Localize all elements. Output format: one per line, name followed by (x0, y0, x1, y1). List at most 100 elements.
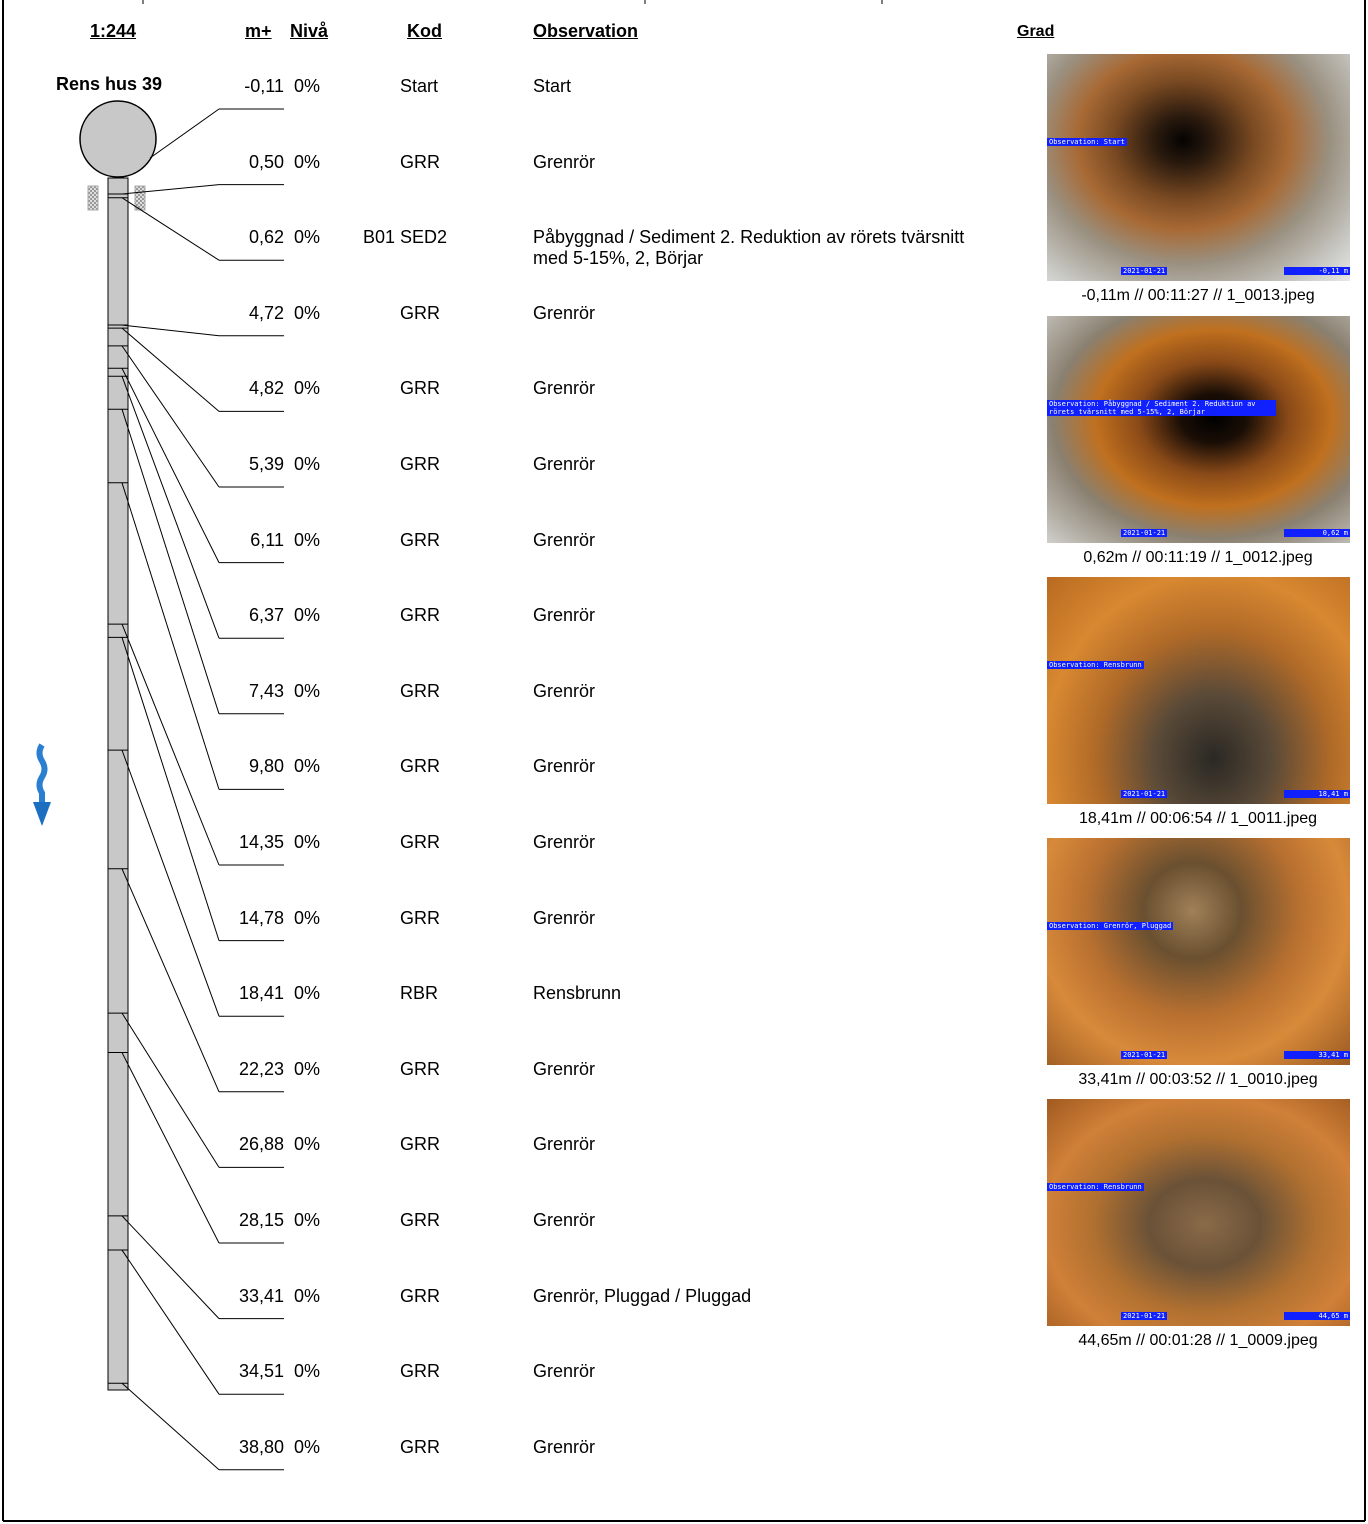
code: GRR (400, 605, 440, 626)
level: 0% (294, 605, 321, 626)
level: 0% (294, 907, 321, 928)
inspection-photo: Observation: Grenrör, Pluggad 2021-01-21 3… (1047, 838, 1350, 1065)
code: GRR (400, 1134, 440, 1155)
meter: 33,41 (238, 1285, 284, 1306)
observation: Grenrör (533, 1210, 596, 1230)
meter: 22,23 (238, 1058, 284, 1079)
meter: 38,80 (238, 1436, 284, 1457)
connection-marker (134, 185, 146, 211)
observation: Grenrör (533, 378, 596, 399)
photo-meter: 0,62 m (1284, 529, 1350, 537)
observation: Grenrör, Pluggad / Pluggad (533, 1285, 752, 1306)
meter: 26,88 (238, 1134, 284, 1155)
level: 0% (294, 1210, 321, 1230)
manhole-label: Rens hus 39 (56, 74, 163, 94)
leader-line (121, 1249, 220, 1395)
code: RBR (400, 983, 439, 1004)
leader-line (121, 197, 220, 261)
leader-line (121, 327, 220, 412)
level: 0% (294, 1058, 321, 1079)
leader-line (121, 623, 220, 866)
photo-date: 2021-01-21 (1121, 529, 1168, 537)
level: 0% (294, 756, 321, 777)
code: GRR (400, 1210, 440, 1230)
meter: 6,11 (250, 529, 284, 550)
meter: 0,62 (248, 227, 284, 248)
observation: Grenrör (533, 302, 596, 323)
level: 0% (294, 227, 321, 248)
level: 0% (294, 680, 321, 701)
leader-line (121, 482, 220, 790)
photo-overlay: Observation: Påbyggnad / Sediment 2. Red… (1047, 400, 1276, 416)
leader-line (121, 1382, 220, 1471)
observation: Grenrör (533, 1361, 596, 1382)
level: 0% (294, 1361, 321, 1382)
grade-header: Grad (1017, 23, 1055, 40)
level: 0% (294, 832, 321, 852)
code: GRR (400, 454, 440, 474)
photo-overlay: Observation: Grenrör, Pluggad (1047, 922, 1174, 930)
flow-arrow-head (33, 802, 51, 826)
level: 0% (294, 1436, 321, 1457)
photo-meter: 44,65 m (1284, 1312, 1350, 1320)
leader-line (121, 324, 220, 337)
photo-date: 2021-01-21 (1121, 790, 1168, 798)
inspection-photo: Observation: Start 2021-01-21 -0,11 m (1047, 54, 1350, 281)
meter: -0,11 (244, 76, 284, 96)
photo-overlay: Observation: Start (1047, 138, 1127, 146)
meter: 7,43 (248, 680, 284, 701)
leader-line (121, 1052, 220, 1244)
photo-date: 2021-01-21 (1121, 1051, 1168, 1059)
photo-overlay: Observation: Rensbrunn (1047, 1183, 1144, 1191)
observation-header: Observation (533, 21, 639, 41)
leader-line (121, 637, 220, 941)
leader-line (121, 345, 220, 488)
meter: 4,72 (248, 302, 284, 323)
photo-overlay: Observation: Rensbrunn (1047, 661, 1144, 669)
observation: Grenrör (533, 1436, 596, 1457)
leader-line (149, 108, 220, 159)
leader-line (121, 1012, 220, 1168)
observation: Grenrör (533, 756, 596, 777)
level: 0% (294, 983, 321, 1004)
observation: Påbyggnad / Sediment 2. Reduktion av rör… (533, 227, 965, 269)
photo-caption: 0,62m // 00:11:19 // 1_0012.jpeg (1083, 549, 1313, 566)
meter: 4,82 (248, 378, 284, 399)
observation: Grenrör (533, 832, 596, 852)
observation: Grenrör (533, 605, 596, 626)
inspection-photo: Observation: Rensbrunn 2021-01-21 44,65 m (1047, 1099, 1350, 1326)
meter: 14,35 (238, 832, 284, 852)
photo-caption: 44,65m // 00:01:28 // 1_0009.jpeg (1078, 1332, 1318, 1349)
observation: Grenrör (533, 1058, 596, 1079)
flow-arrow (36, 743, 48, 805)
code: SED2 (400, 227, 448, 248)
inspection-photo: Observation: Rensbrunn 2021-01-21 18,41 m (1047, 577, 1350, 804)
leader-line (121, 409, 220, 714)
meter: 34,51 (238, 1361, 284, 1382)
photo-date: 2021-01-21 (1121, 267, 1168, 275)
code: GRR (400, 1361, 440, 1382)
pipe (107, 177, 129, 1391)
leader-line (121, 868, 220, 1092)
connection-marker (87, 185, 99, 211)
inspection-photo: Observation: Påbyggnad / Sediment 2. Red… (1047, 316, 1350, 543)
code: GRR (400, 151, 440, 172)
photo-meter: 18,41 m (1284, 790, 1350, 798)
level: 0% (294, 76, 321, 96)
observation: Grenrör (533, 529, 596, 550)
code: GRR (400, 302, 440, 323)
observation: Grenrör (533, 1134, 596, 1155)
code: GRR (400, 756, 440, 777)
meter-header: m+ (245, 21, 272, 41)
meter: 14,78 (238, 907, 284, 928)
meter: 18,41 (238, 983, 284, 1004)
level: 0% (294, 1134, 321, 1155)
meter: 9,80 (248, 756, 284, 777)
observation: Grenrör (533, 680, 596, 701)
observation: Rensbrunn (533, 983, 622, 1004)
reference: B01 (363, 227, 396, 248)
level-header: Nivå (290, 21, 329, 41)
code: GRR (400, 529, 440, 550)
leader-line (121, 1215, 220, 1319)
